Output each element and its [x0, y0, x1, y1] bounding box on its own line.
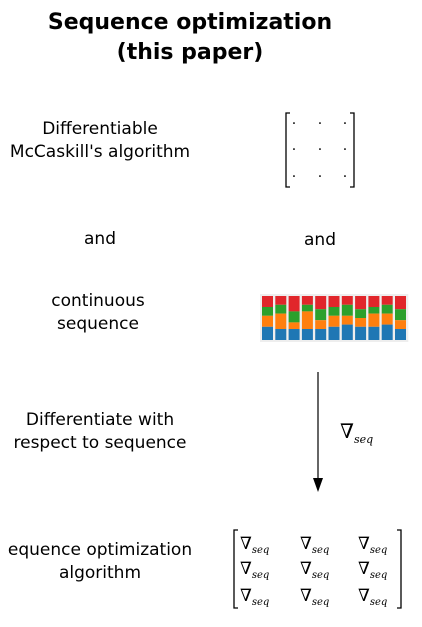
sequence-segment-red [368, 296, 380, 307]
matrix-cell: · [292, 169, 296, 185]
sequence-segment-orange [328, 315, 340, 327]
sequence-segment-orange [262, 315, 273, 327]
label-differentiate-line-1: Differentiate with [25, 410, 175, 430]
dot-matrix: · · · · · · · · · [285, 112, 355, 188]
title-line-1: Sequence optimization [47, 10, 333, 35]
gradient-cell: ∇seq [240, 586, 269, 608]
sequence-segment-green [341, 304, 353, 316]
label-and-right: and [304, 230, 336, 250]
label-sequence-optimization: equence optimization algorithm [0, 539, 200, 585]
gradient-matrix-right-bracket [397, 529, 402, 609]
label-differentiate-line-2: respect to sequence [13, 433, 187, 453]
matrix-right-bracket [350, 112, 355, 188]
gradient-matrix: ∇seq ∇seq ∇seq ∇seq ∇seq ∇seq ∇seq ∇seq ∇seq [240, 534, 387, 608]
gradient-subscript: seq [353, 433, 374, 446]
gradient-cell: ∇seq [300, 559, 329, 581]
sequence-segment-green [315, 309, 327, 321]
sequence-segment-blue [355, 326, 367, 340]
sequence-segment-green [275, 304, 287, 314]
sequence-segment-red [341, 296, 353, 305]
sequence-segment-green [368, 307, 380, 314]
label-continuous-sequence: continuous sequence [0, 290, 196, 336]
sequence-segment-orange [341, 315, 353, 325]
sequence-segment-blue [328, 326, 340, 340]
sequence-segment-orange [315, 320, 327, 329]
figure-title: Sequence optimization (this paper) [0, 8, 380, 68]
title-line-2: (this paper) [116, 40, 264, 65]
gradient-cell: ∇seq [300, 534, 329, 556]
gradient-cell: ∇seq [358, 534, 387, 556]
gradient-cell: ∇seq [240, 534, 269, 556]
gradient-cell: ∇seq [300, 586, 329, 608]
sequence-segment-red [315, 296, 327, 310]
matrix-cell: · [318, 169, 322, 185]
matrix-cell: · [343, 142, 347, 158]
label-continuous-line-1: continuous [51, 291, 145, 311]
sequence-segment-red [395, 296, 406, 310]
matrix-left-bracket [285, 112, 290, 188]
sequence-segment-green [288, 311, 300, 323]
sequence-segment-orange [395, 320, 406, 329]
sequence-segment-orange [301, 311, 313, 329]
sequence-segment-green [381, 304, 393, 314]
matrix-cell: · [343, 169, 347, 185]
gradient-cell: ∇seq [240, 559, 269, 581]
label-mccaskill-line-1: Differentiable [42, 119, 158, 139]
sequence-segment-blue [315, 329, 327, 340]
label-differentiate: Differentiate with respect to sequence [0, 409, 200, 455]
gradient-matrix-left-bracket [233, 529, 238, 609]
sequence-segment-blue [301, 329, 313, 340]
down-arrow [313, 372, 323, 492]
sequence-segment-red [262, 296, 273, 307]
sequence-segment-green [262, 307, 273, 316]
sequence-segment-red [301, 296, 313, 305]
gradient-cell: ∇seq [358, 559, 387, 581]
sequence-segment-orange [368, 313, 380, 327]
sequence-segment-blue [381, 324, 393, 340]
label-optimization-line-1: equence optimization [7, 540, 193, 560]
sequence-segment-orange [288, 322, 300, 329]
sequence-segment-blue [262, 326, 273, 340]
label-mccaskill: Differentiable McCaskill's algorithm [0, 118, 200, 164]
nabla-icon: ∇ [340, 419, 354, 443]
sequence-segment-green [355, 309, 367, 318]
sequence-segment-orange [275, 313, 287, 329]
sequence-segment-red [288, 296, 300, 312]
label-optimization-line-2: algorithm [58, 563, 142, 583]
sequence-segment-red [275, 296, 287, 305]
sequence-segment-orange [381, 313, 393, 325]
sequence-segment-green [395, 309, 406, 321]
sequence-segment-blue [275, 329, 287, 340]
sequence-segment-red [355, 296, 367, 310]
gradient-cell: ∇seq [358, 586, 387, 608]
label-and-left: and [84, 229, 116, 249]
sequence-segment-blue [341, 324, 353, 340]
sequence-segment-red [381, 296, 393, 305]
sequence-segment-blue [368, 326, 380, 340]
label-continuous-line-2: sequence [57, 314, 139, 334]
gradient-label: ∇seq [340, 419, 373, 446]
sequence-segment-green [301, 304, 313, 312]
matrix-cell: · [292, 116, 296, 132]
label-mccaskill-line-2: McCaskill's algorithm [9, 142, 191, 162]
matrix-cell: · [318, 116, 322, 132]
sequence-segment-red [328, 296, 340, 307]
matrix-cell: · [343, 116, 347, 132]
sequence-segment-blue [395, 329, 406, 340]
sequence-segment-orange [355, 318, 367, 327]
sequence-segment-green [328, 307, 340, 316]
continuous-sequence-bars [260, 294, 409, 342]
matrix-cell: · [318, 142, 322, 158]
matrix-cell: · [292, 142, 296, 158]
sequence-segment-blue [288, 329, 300, 340]
